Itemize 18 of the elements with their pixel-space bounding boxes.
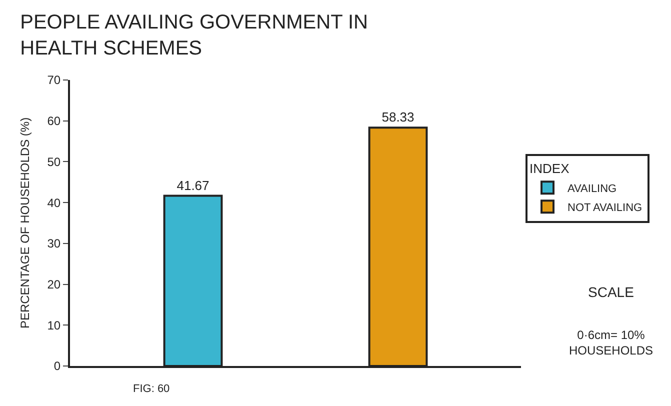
- y-axis-title: PERCENTAGE OF HOUSEHOLDS (%): [18, 117, 32, 329]
- y-tick-label: 50: [47, 154, 61, 169]
- legend-title: INDEX: [530, 161, 570, 176]
- y-tick-label: 60: [47, 114, 61, 128]
- text: FIG: 60: [133, 383, 170, 395]
- chart-title: PEOPLE AVAILING GOVERNMENT IN HEALTH SCHEMES: [20, 11, 368, 60]
- text: 0·6cm= 10% HOUSEHOLDS: [569, 328, 654, 358]
- legend-label: NOT AVAILING: [568, 202, 642, 214]
- y-tick-label: 40: [47, 196, 61, 210]
- legend-label: AVAILING: [568, 182, 617, 195]
- data-label: 41.67: [176, 178, 210, 193]
- data-label: 58.33: [382, 110, 414, 125]
- text: SCALE: [588, 284, 634, 300]
- y-tick-label: 20: [47, 277, 61, 292]
- y-tick-label: 0: [54, 359, 61, 374]
- y-tick-label: 30: [47, 236, 61, 251]
- y-tick-label: 10: [47, 318, 61, 332]
- y-tick-label: 70: [47, 73, 61, 88]
